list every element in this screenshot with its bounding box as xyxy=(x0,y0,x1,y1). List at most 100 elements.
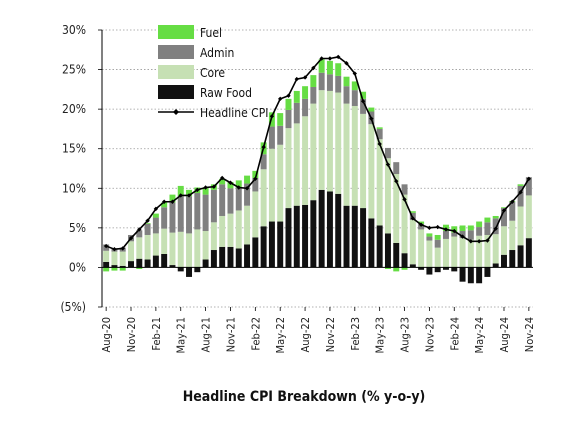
bar-fuel xyxy=(302,86,309,99)
bar-raw-food xyxy=(318,189,325,268)
headline-cpi-point xyxy=(518,190,523,195)
bar-core xyxy=(277,144,284,222)
legend-label: Fuel xyxy=(200,26,222,40)
bar-raw-food xyxy=(335,193,342,268)
bar-fuel xyxy=(343,76,350,87)
x-tick-label: Aug-24 xyxy=(498,317,511,353)
x-tick-label: Aug-23 xyxy=(399,317,412,353)
headline-cpi-point xyxy=(128,235,134,241)
bar-raw-food xyxy=(169,265,176,268)
bar-raw-food xyxy=(161,253,168,268)
bar-raw-food xyxy=(401,253,408,268)
bar-admin xyxy=(244,183,251,206)
legend-swatch xyxy=(158,65,194,79)
bars xyxy=(103,59,532,284)
headline-cpi-point xyxy=(352,71,357,76)
bar-core xyxy=(517,206,524,246)
bar-raw-food xyxy=(268,221,275,268)
bar-raw-food xyxy=(492,263,499,268)
x-tick-label: May-24 xyxy=(473,317,486,353)
bar-fuel xyxy=(376,127,383,129)
headline-cpi-point xyxy=(468,239,474,244)
headline-cpi-point xyxy=(161,199,167,204)
bar-raw-food xyxy=(360,208,367,268)
bar-fuel xyxy=(459,225,466,232)
bar-raw-food xyxy=(418,267,425,270)
bar-raw-food xyxy=(252,237,259,268)
bar-admin xyxy=(152,217,159,234)
bar-admin xyxy=(293,102,300,124)
x-tick-label: Aug-21 xyxy=(200,317,213,353)
bar-raw-food xyxy=(434,267,441,273)
headline-cpi-point xyxy=(137,227,142,232)
bar-core xyxy=(227,213,234,247)
bar-admin xyxy=(186,196,193,234)
headline-cpi-point xyxy=(410,216,416,221)
bar-fuel xyxy=(426,233,433,237)
y-tick-label: 0% xyxy=(69,260,86,274)
bar-raw-food xyxy=(210,250,217,268)
legend-label: Raw Food xyxy=(200,86,252,100)
bar-admin xyxy=(219,184,226,216)
bar-admin xyxy=(384,147,391,159)
headline-cpi-point xyxy=(269,114,275,119)
bar-raw-food xyxy=(186,267,193,277)
headline-cpi-point xyxy=(302,75,308,80)
headline-cpi-point xyxy=(476,239,482,244)
bar-core xyxy=(335,92,342,194)
bar-fuel xyxy=(310,75,317,87)
bar-admin xyxy=(343,86,350,104)
y-tick-label: 20% xyxy=(62,102,86,116)
bar-core xyxy=(451,236,458,268)
x-tick-label: Nov-23 xyxy=(423,317,436,352)
headline-cpi-point xyxy=(244,186,250,191)
x-tick-label: Aug-22 xyxy=(299,317,312,353)
bar-core xyxy=(492,234,499,264)
bar-core xyxy=(285,128,292,209)
legend: Fuel Admin Core Raw Food Headline CPI xyxy=(158,25,268,120)
bar-raw-food xyxy=(119,265,126,268)
headline-cpi-line xyxy=(103,54,532,252)
headline-cpi-point xyxy=(344,61,349,66)
headline-cpi-point xyxy=(452,228,457,234)
headline-cpi-point xyxy=(443,227,449,232)
bar-core xyxy=(326,90,333,192)
bar-core xyxy=(244,205,251,245)
bar-fuel xyxy=(501,207,507,209)
headline-cpi-point xyxy=(501,208,507,213)
headline-cpi-point xyxy=(526,176,532,181)
y-tick-label: (5%) xyxy=(60,300,86,314)
bar-admin xyxy=(227,188,234,214)
headline-cpi-point xyxy=(377,141,382,147)
bar-admin xyxy=(467,230,474,240)
headline-cpi-point xyxy=(427,225,432,231)
bar-fuel xyxy=(409,211,416,213)
headline-cpi-point xyxy=(195,187,200,193)
bar-core xyxy=(111,251,118,266)
bar-raw-food xyxy=(509,250,516,268)
x-tick-label: May-23 xyxy=(374,317,387,353)
bar-fuel xyxy=(111,267,118,271)
bar-fuel xyxy=(219,178,226,185)
bar-fuel xyxy=(136,267,143,270)
headline-cpi-point xyxy=(336,54,341,60)
bar-fuel xyxy=(202,187,209,195)
bar-core xyxy=(376,139,383,226)
bar-raw-food xyxy=(235,248,242,268)
bar-core xyxy=(434,247,441,268)
bar-admin xyxy=(451,232,458,237)
bar-core xyxy=(144,234,151,260)
bar-core xyxy=(152,233,159,256)
headline-cpi-point xyxy=(418,222,424,227)
chart-title: Headline CPI Breakdown (% y-o-y) xyxy=(183,389,426,405)
bar-raw-food xyxy=(285,208,292,268)
bar-raw-food xyxy=(152,255,159,268)
headline-cpi-point xyxy=(103,243,109,249)
headline-cpi-point xyxy=(485,238,490,243)
headline-cpi-point xyxy=(145,218,150,223)
bar-core xyxy=(252,191,259,238)
bar-fuel xyxy=(144,223,151,224)
legend-diamond-marker xyxy=(173,109,179,115)
bar-raw-food xyxy=(376,225,383,268)
